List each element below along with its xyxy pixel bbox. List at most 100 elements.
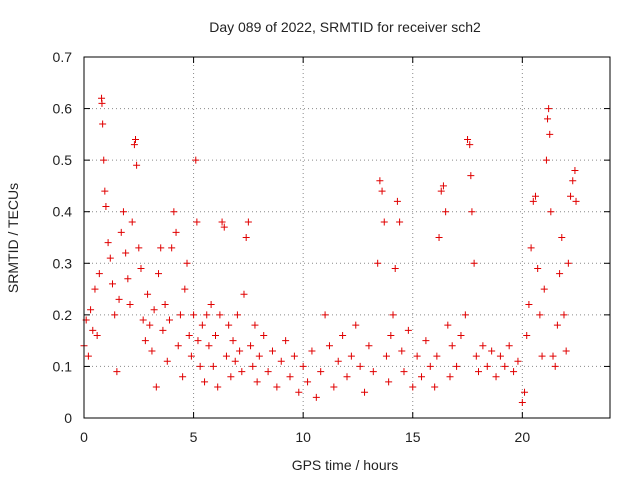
data-point-plus <box>380 218 388 226</box>
data-point-plus <box>549 352 557 360</box>
data-point-plus <box>308 347 316 355</box>
data-point-plus <box>572 197 580 205</box>
data-point-plus <box>141 337 149 345</box>
data-point-plus <box>128 218 136 226</box>
y-tick-label: 0.1 <box>53 358 73 374</box>
data-point-plus <box>172 228 180 236</box>
data-point-plus <box>558 234 566 241</box>
data-point-plus <box>413 352 421 360</box>
data-point-plus <box>146 321 154 329</box>
data-point-plus <box>100 156 108 164</box>
data-point-plus <box>536 311 544 319</box>
data-point-plus <box>422 337 430 345</box>
data-point-plus <box>179 373 187 381</box>
data-point-plus <box>183 259 191 267</box>
x-tick-label: 5 <box>190 429 198 445</box>
data-point-plus <box>108 280 116 288</box>
data-point-plus <box>133 161 141 169</box>
data-point-plus <box>187 352 195 360</box>
data-point-plus <box>382 352 390 360</box>
data-point-plus <box>247 342 255 350</box>
data-point-plus <box>148 347 156 355</box>
data-point-plus <box>152 383 160 391</box>
y-tick-label: 0.7 <box>53 49 73 65</box>
data-point-plus <box>523 331 531 339</box>
data-point-plus <box>170 208 178 216</box>
data-point-plus <box>556 270 564 278</box>
data-point-plus <box>352 321 360 329</box>
data-point-plus <box>126 301 134 309</box>
data-point-plus <box>299 362 307 370</box>
data-point-plus <box>534 264 542 272</box>
data-point-plus <box>356 362 364 370</box>
x-tick-label: 15 <box>405 429 421 445</box>
data-point-plus <box>571 166 579 174</box>
data-point-plus <box>157 244 165 252</box>
data-point-plus <box>119 208 127 216</box>
y-tick-label: 0.5 <box>53 152 73 168</box>
grid-lines <box>84 57 610 418</box>
data-point-plus <box>564 259 572 267</box>
data-point-plus <box>369 368 377 376</box>
data-point-plus <box>163 357 171 365</box>
y-tick-label: 0.2 <box>53 307 73 323</box>
data-point-plus <box>518 399 526 407</box>
data-point-plus <box>249 362 257 370</box>
data-point-plus <box>106 254 114 262</box>
data-point-plus <box>144 290 152 298</box>
data-point-plus <box>117 228 125 236</box>
data-point-plus <box>378 187 386 195</box>
data-point-plus <box>193 218 201 226</box>
data-point-plus <box>244 218 252 226</box>
data-point-plus <box>185 331 193 339</box>
data-point-plus <box>521 388 529 396</box>
data-point-plus <box>433 352 441 360</box>
data-point-plus <box>321 311 329 319</box>
data-point-plus <box>260 331 268 339</box>
data-point-plus <box>111 311 119 319</box>
data-point-plus <box>229 337 237 345</box>
data-point-plus <box>277 357 285 365</box>
data-point-plus <box>393 197 401 205</box>
data-point-plus <box>181 285 189 293</box>
data-point-plus <box>453 362 461 370</box>
data-point-plus <box>84 352 92 360</box>
data-point-plus <box>531 192 539 200</box>
y-tick-label: 0 <box>64 410 72 426</box>
data-point-plus <box>137 264 145 272</box>
data-point-plus <box>442 208 450 216</box>
data-point-plus <box>255 352 263 360</box>
data-point-plus <box>282 337 290 345</box>
data-point-plus <box>165 316 173 324</box>
data-point-plus <box>435 234 443 241</box>
data-point-plus <box>227 373 235 381</box>
data-point-plus <box>236 347 244 355</box>
data-point-plus <box>510 368 518 376</box>
x-axis-label: GPS time / hours <box>292 457 399 473</box>
data-point-plus <box>130 141 138 149</box>
data-point-plus <box>286 373 294 381</box>
data-point-plus <box>560 311 568 319</box>
data-point-plus <box>192 156 200 164</box>
data-point-plus <box>529 197 537 205</box>
y-tick-label: 0.6 <box>53 101 73 117</box>
data-point-plus <box>468 208 476 216</box>
data-point-plus <box>124 275 132 283</box>
data-point-plus <box>339 331 347 339</box>
data-point-plus <box>150 306 158 314</box>
data-point-plus <box>431 383 439 391</box>
data-point-plus <box>312 393 320 401</box>
data-point-plus <box>505 342 513 350</box>
data-point-plus <box>545 105 553 113</box>
data-points <box>80 94 580 407</box>
data-point-plus <box>115 295 123 303</box>
data-point-plus <box>212 331 219 339</box>
plot-frame <box>83 56 611 419</box>
data-point-plus <box>201 378 209 386</box>
data-point-plus <box>374 259 382 267</box>
data-point-plus <box>398 347 406 355</box>
data-point-plus <box>409 383 417 391</box>
data-point-plus <box>161 301 169 309</box>
y-axis-label: SRMTID / TECUs <box>5 183 21 293</box>
data-point-plus <box>343 373 351 381</box>
